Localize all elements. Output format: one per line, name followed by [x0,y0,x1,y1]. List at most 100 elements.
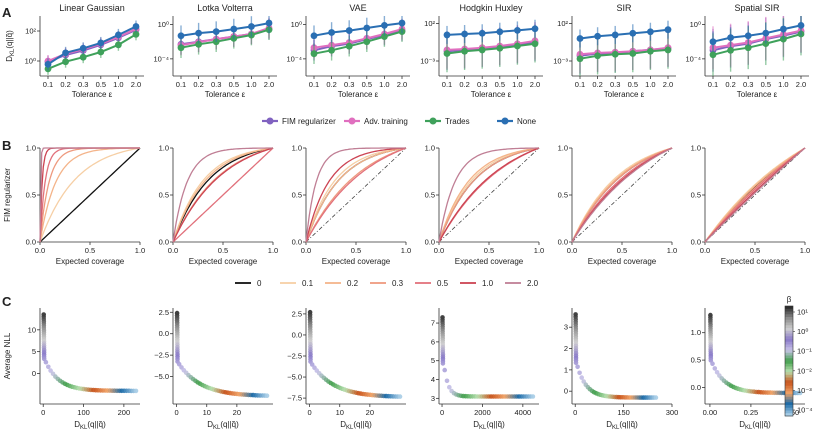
coverage-curve-2-0 [39,147,140,243]
y-tick-label: 0.0 [292,238,302,247]
y-tick-label: −7.5 [287,394,302,403]
panel-c-4: 0 2000 4000 7 6 5 4 3 DKL(q||q̃) [431,308,539,431]
coverage-curve-0-5 [704,147,806,243]
x-tick-label: 1.0 [800,246,810,255]
data-point [797,22,805,29]
colorbar-segment [785,344,793,348]
y-tick-label: 0.0 [691,383,701,392]
data-point [744,32,752,40]
data-point [461,30,468,38]
y-tick-label: 10² [424,19,435,28]
scatter-point [46,364,51,370]
y-tick-label: 0.5 [691,356,701,365]
y-tick-label: 4 [431,375,435,384]
y-tick-label: 1 [564,365,568,374]
colorbar-segment [785,380,793,384]
x-tick-label: 2.0 [796,80,806,89]
x-tick-label: 4000 [514,408,531,417]
data-point [132,30,140,38]
colorbar-segment [785,319,793,323]
x-axis-label: Tolerance ε [338,90,379,99]
x-tick-label: 0.0 [35,246,45,255]
data-point [97,48,105,56]
coverage-curve-1-0 [438,147,540,243]
data-point [762,40,770,48]
x-tick-label: 2000 [474,408,491,417]
x-tick-label: 0.3 [344,80,354,89]
legend-tolerance: 0 0.1 0.2 0.3 0.5 1.0 2.0 [235,279,539,288]
coverage-curve-0-3 [571,147,673,243]
colorbar-segment [785,374,793,378]
colorbar-segment [785,328,793,332]
colorbar-segment [785,372,793,376]
x-tick-label: 0.1 [575,80,585,89]
data-point [177,32,185,40]
row-a: Linear Gaussian 10⁰ 10² 0.1 0.2 0.3 0.5 1.0 2.0 T… [5,3,809,99]
data-point [647,47,654,55]
x-tick-label: 0.5 [495,80,505,89]
coverage-curve-1-0 [305,147,407,243]
colorbar-segment [785,347,793,351]
x-tick-label: 0.3 [78,80,88,89]
scatter-point [714,370,720,375]
data-point [727,34,734,42]
data-point [230,25,238,33]
scatter-point [530,394,536,399]
series-line [47,25,137,66]
colorbar-segment [785,410,793,414]
colorbar-segment [785,391,793,395]
y-tick-label: 10² [557,19,568,28]
x-tick-label: 0.5 [750,246,760,255]
legend-marker [429,117,437,125]
data-point [195,29,203,37]
panel-a-title: Hodgkin Huxley [459,3,523,13]
panel-b-3: 0.0 0.5 1.0 0.0 0.5 1.0 Expected coverage [292,144,412,267]
colorbar-segment [785,407,793,411]
colorbar-label: 10⁻² [797,366,812,375]
y-tick-label: 0 [32,369,36,378]
x-tick-label: 0 [308,408,312,417]
x-tick-label: 0.1 [43,80,53,89]
y-tick-label: 10 [28,325,36,334]
x-tick-label: 0 [440,408,444,417]
legend-tol-2-0: 2.0 [505,279,539,288]
x-tick-label: 0.2 [725,80,735,89]
x-tick-label: 10 [336,408,344,417]
y-tick-label: 0.0 [558,238,568,247]
x-tick-label: 0.5 [362,80,372,89]
coverage-curve-0-1 [305,147,407,243]
data-point [496,28,504,36]
x-tick-label: 0.5 [351,246,361,255]
y-tick-label: 10⁰ [158,20,169,29]
x-tick-label: 0.5 [628,80,638,89]
y-tick-label: 5 [32,347,36,356]
panel-b-4: 0.0 0.5 1.0 0.0 0.5 1.0 Expected coverage [425,144,545,267]
series-none [709,16,805,52]
x-tick-label: 1.0 [401,246,411,255]
scatter-point [442,367,448,373]
panel-c-1: 0 100 200 10 5 0 DKL(q||q̃) Average NLL [3,308,140,431]
x-tick-label: 20 [233,408,241,417]
x-tick-label: 0.2 [326,80,336,89]
x-tick-label: 0.3 [610,80,620,89]
y-tick-label: 5 [431,356,435,365]
x-axis-label: DKL(q||q̃) [74,420,106,431]
x-axis-label: DKL(q||q̃) [207,420,239,431]
panel-a-title: SIR [616,3,632,13]
data-point [345,27,353,34]
x-tick-label: 2.0 [397,80,407,89]
data-point [212,28,220,36]
series-line [446,27,536,36]
colorbar-segment [785,361,793,365]
x-tick-label: 1.0 [645,80,655,89]
scatter-point [712,366,718,371]
x-tick-label: 0.2 [193,80,203,89]
y-tick-label: 1.0 [558,144,568,153]
x-tick-label: 0 [41,408,45,417]
series-adv-training [177,17,273,56]
series-fim-regularizer [177,18,273,55]
coverage-curve-0 [39,147,141,243]
